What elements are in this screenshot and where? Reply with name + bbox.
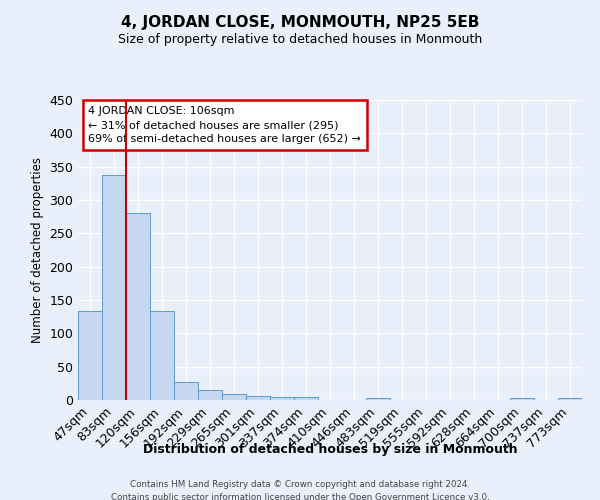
Bar (510, 398, 534, 400)
Bar (246, 396, 270, 400)
Bar (366, 398, 390, 400)
Bar (126, 214, 150, 400)
Bar (78, 312, 102, 400)
Text: 4, JORDAN CLOSE, MONMOUTH, NP25 5EB: 4, JORDAN CLOSE, MONMOUTH, NP25 5EB (121, 15, 479, 30)
Bar (198, 390, 222, 400)
Text: 4 JORDAN CLOSE: 106sqm
← 31% of detached houses are smaller (295)
69% of semi-de: 4 JORDAN CLOSE: 106sqm ← 31% of detached… (88, 106, 361, 144)
Bar (558, 398, 582, 400)
Bar (174, 382, 198, 400)
Bar (270, 396, 294, 400)
Bar (102, 176, 126, 400)
Text: Contains HM Land Registry data © Crown copyright and database right 2024.
Contai: Contains HM Land Registry data © Crown c… (110, 480, 490, 500)
Bar (150, 312, 174, 400)
Y-axis label: Number of detached properties: Number of detached properties (31, 157, 44, 343)
Text: Size of property relative to detached houses in Monmouth: Size of property relative to detached ho… (118, 32, 482, 46)
Bar (222, 394, 246, 400)
Text: Distribution of detached houses by size in Monmouth: Distribution of detached houses by size … (143, 442, 517, 456)
Bar (294, 398, 318, 400)
